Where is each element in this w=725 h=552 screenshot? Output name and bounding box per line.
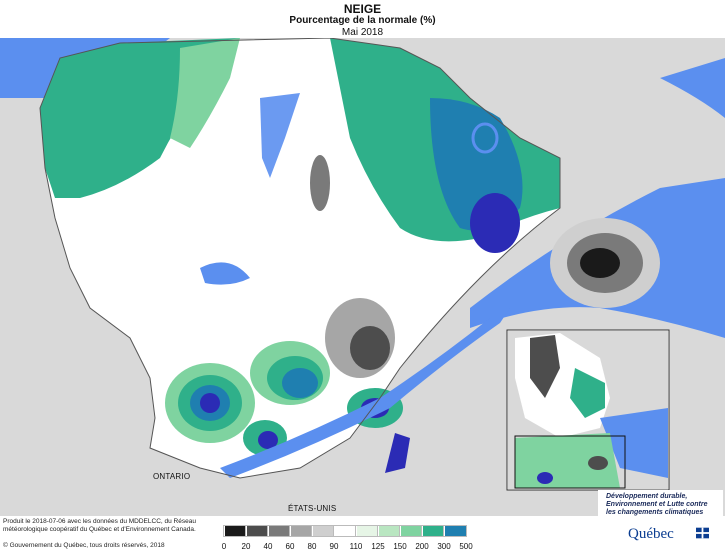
ministry-logo: Développement durable, Environnement et … (598, 490, 723, 550)
legend-tick-label: 110 (349, 542, 363, 551)
south-blob1-core (200, 393, 220, 413)
labrador-sea (660, 58, 725, 118)
map-subtitle: Pourcentage de la normale (%) (289, 15, 436, 26)
legend-tick-label: 150 (393, 542, 407, 551)
legend-swatch (311, 525, 335, 537)
st-lawrence-river (220, 308, 510, 478)
header: NEIGE Pourcentage de la normale (%) Mai … (0, 0, 725, 38)
legend-tick-label: 20 (241, 542, 251, 551)
manicouagan-reservoir (471, 122, 499, 154)
legend-tick-label: 0 (221, 542, 227, 551)
production-credit: Produit le 2018-07-06 avec les données d… (3, 518, 196, 533)
legend-swatch (289, 525, 313, 537)
legend-swatch (245, 525, 269, 537)
grey-center-dark (350, 326, 390, 370)
quebec-border (39, 38, 561, 479)
inset-map (506, 329, 670, 491)
quebec-flag-icon (696, 527, 709, 539)
grey-gulf-core (580, 248, 620, 278)
etats-unis-label: ÉTATS-UNIS (288, 504, 337, 513)
south-blob2-inner (282, 368, 318, 398)
map-canvas (0, 38, 725, 516)
legend-tick-label: 40 (263, 542, 273, 551)
grey-north (310, 155, 330, 211)
legend-swatch (377, 525, 401, 537)
legend-tick-label: 500 (459, 542, 473, 551)
northern-lake (260, 93, 300, 178)
legend-swatch (333, 525, 357, 537)
legend-tick-label: 300 (437, 542, 451, 551)
legend-tick-label: 90 (329, 542, 339, 551)
legend-tick-label: 125 (371, 542, 385, 551)
legend-tick-label: 80 (307, 542, 317, 551)
south-blob4-core (258, 431, 278, 449)
legend-tick-label: 60 (285, 542, 295, 551)
south-blob5 (385, 433, 410, 473)
legend-swatch (399, 525, 423, 537)
north-lightgreen (170, 38, 240, 148)
legend-swatch (355, 525, 379, 537)
legend-swatch (443, 525, 467, 537)
northeast-darkblue (470, 193, 520, 253)
snow-map: ONTARIO ÉTATS-UNIS (0, 38, 725, 516)
copyright-notice: © Gouvernement du Québec, tous droits ré… (3, 542, 165, 549)
map-title: NEIGE (343, 2, 382, 16)
lake-abitibi (200, 262, 250, 285)
ontario-label: ONTARIO (153, 472, 191, 481)
legend-swatch (421, 525, 445, 537)
legend-tick-label: 200 (415, 542, 429, 551)
legend-swatch (267, 525, 291, 537)
quebec-wordmark: Québec (628, 526, 674, 542)
ministry-name: Développement durable, Environnement et … (606, 493, 708, 516)
map-date: Mai 2018 (341, 27, 384, 38)
legend-swatch (223, 525, 247, 537)
